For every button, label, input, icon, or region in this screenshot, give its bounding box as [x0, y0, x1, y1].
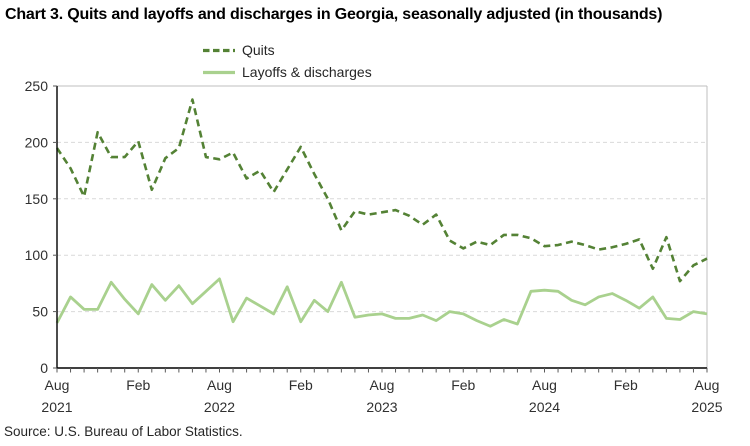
x-year-label-24: 2023 [366, 399, 397, 415]
quits-dashed-line-swatch [203, 48, 235, 52]
legend-label-quits: Quits [242, 42, 275, 58]
quits-series-line [55, 98, 708, 283]
chart-title: Chart 3. Quits and layoffs and discharge… [5, 6, 663, 23]
layoffs-solid-line-swatch [203, 70, 235, 74]
legend-label-layoffs: Layoffs & discharges [242, 64, 372, 80]
x-tick-label-30: Feb [451, 377, 475, 393]
x-year-label-36: 2024 [529, 399, 560, 415]
x-year-label-0: 2021 [41, 399, 72, 415]
source-note: Source: U.S. Bureau of Labor Statistics. [4, 424, 243, 439]
x-tick-label-36: Aug [532, 377, 557, 393]
x-tick-label-12: Aug [207, 377, 232, 393]
legend: Quits Layoffs & discharges [203, 39, 372, 83]
x-tick-label-24: Aug [370, 377, 395, 393]
y-tick-label-200: 200 [25, 134, 49, 150]
x-tick-label-48: Aug [695, 377, 720, 393]
legend-item-layoffs: Layoffs & discharges [203, 61, 372, 83]
y-tick-label-50: 50 [32, 304, 48, 320]
legend-item-quits: Quits [203, 39, 372, 61]
x-tick-label-6: Feb [126, 377, 150, 393]
y-tick-label-250: 250 [25, 78, 49, 94]
y-tick-label-150: 150 [25, 191, 49, 207]
x-year-label-12: 2022 [204, 399, 235, 415]
y-tick-label-100: 100 [25, 247, 49, 263]
x-year-label-48: 2025 [691, 399, 722, 415]
x-tick-label-0: Aug [45, 377, 70, 393]
x-tick-label-18: Feb [289, 377, 313, 393]
x-tick-label-42: Feb [614, 377, 638, 393]
layoffs-series-line [55, 277, 708, 328]
y-tick-label-0: 0 [40, 360, 48, 376]
